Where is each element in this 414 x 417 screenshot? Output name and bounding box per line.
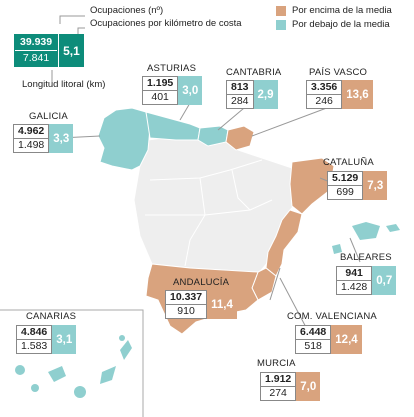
legend-below-label: Por debajo de la media [292,19,390,30]
box-com-valenciana: 6.448 518 12,4 [295,325,362,354]
andalucia-length: 910 [177,305,195,317]
cataluna-occupancy: 5.129 [328,172,363,186]
cataluna-ratio: 7,3 [363,171,388,200]
legend-example-occupancy: 39.939 [15,35,58,51]
legend-example-ratio: 5,1 [58,34,84,67]
com-valenciana-length: 518 [304,340,322,352]
canarias-occupancy: 4.846 [17,326,52,340]
canarias-ratio: 3,1 [52,325,77,354]
andalucia-ratio: 11,4 [207,290,237,319]
legend-per-km-label: Ocupaciones por kilómetro de costa [90,18,242,29]
cataluna-length: 699 [336,186,354,198]
label-com-valenciana: COM. VALENCIANA [287,311,377,322]
pais-vasco-occupancy: 3.356 [307,81,342,95]
label-pais-vasco: PAÍS VASCO [309,67,368,78]
region-cataluna [289,157,335,215]
box-cataluna: 5.129 699 7,3 [327,171,388,200]
cantabria-length: 284 [231,95,249,107]
label-canarias: CANARIAS [26,311,77,322]
region-pais-vasco [225,125,255,151]
canarias-frame [0,309,144,417]
pais-vasco-ratio: 13,6 [342,80,373,109]
baleares-ratio: 0,7 [372,266,397,295]
galicia-ratio: 3,3 [49,124,74,153]
box-andalucia: 10.337 910 11,4 [165,290,237,319]
label-asturias: ASTURIAS [147,63,197,74]
box-asturias: 1.195 401 3,0 [142,76,203,105]
label-baleares: BALEARES [340,252,392,263]
legend-above-label: Por encima de la media [292,5,392,16]
label-murcia: MURCIA [257,358,296,369]
galicia-length: 1.498 [18,139,45,151]
com-valenciana-occupancy: 6.448 [296,326,331,340]
region-cantabria [197,125,229,147]
box-cantabria: 813 284 2,9 [226,80,278,109]
galicia-occupancy: 4.962 [14,125,49,139]
baleares-occupancy: 941 [337,267,372,281]
cantabria-occupancy: 813 [227,81,253,95]
region-baleares [332,222,400,254]
box-galicia: 4.962 1.498 3,3 [13,124,74,153]
asturias-length: 401 [151,91,169,103]
box-baleares: 941 1.428 0,7 [336,266,397,295]
legend-occupancy-label: Ocupaciones (nº) [90,5,164,16]
andalucia-occupancy: 10.337 [166,291,207,305]
com-valenciana-ratio: 12,4 [331,325,362,354]
box-canarias: 4.846 1.583 3,1 [16,325,77,354]
murcia-ratio: 7,0 [296,372,321,401]
label-galicia: GALICIA [29,111,68,122]
asturias-ratio: 3,0 [178,76,203,105]
label-cantabria: CANTABRIA [226,67,282,78]
label-cataluna: CATALUÑA [323,157,374,168]
baleares-length: 1.428 [341,281,368,293]
region-asturias [145,111,201,141]
legend-above-swatch [276,6,286,16]
interior-borders [145,159,273,267]
legend-example-box: 39.939 7.841 5,1 [14,34,84,67]
box-murcia: 1.912 274 7,0 [260,372,321,401]
pais-vasco-length: 246 [315,95,333,107]
murcia-occupancy: 1.912 [261,373,296,387]
canarias-length: 1.583 [21,340,48,352]
box-pais-vasco: 3.356 246 13,6 [306,80,373,109]
murcia-length: 274 [269,387,287,399]
region-galicia [97,107,151,171]
label-andalucia: ANDALUCÍA [173,277,230,288]
asturias-occupancy: 1.195 [143,77,178,91]
cantabria-ratio: 2,9 [253,80,278,109]
legend-below-swatch [276,20,286,30]
legend-example-length: 7.841 [15,51,58,66]
legend-length-label: Longitud litoral (km) [22,79,106,90]
region-canarias [15,335,132,398]
